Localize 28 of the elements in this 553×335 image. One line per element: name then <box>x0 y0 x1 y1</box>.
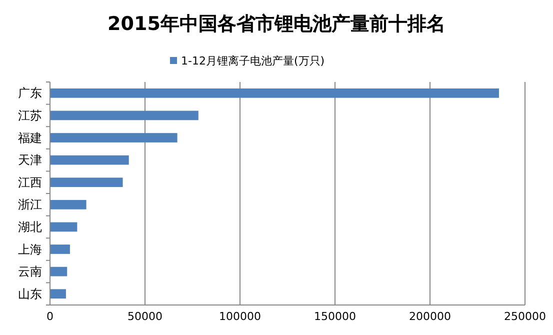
bar <box>50 222 78 232</box>
y-tick-label: 江西 <box>18 175 42 190</box>
x-tick-label: 50000 <box>128 310 162 323</box>
y-tick-label: 天津 <box>18 153 42 168</box>
bar <box>50 110 198 120</box>
x-tick-label: 0 <box>46 310 54 323</box>
y-tick-label: 湖北 <box>18 220 42 234</box>
bar <box>50 244 70 254</box>
y-tick-label: 上海 <box>18 242 42 256</box>
y-tick-label: 山东 <box>18 286 42 301</box>
y-tick-label: 浙江 <box>18 198 42 212</box>
bar <box>50 200 86 210</box>
chart-title: 2015年中国各省市锂电池产量前十排名 <box>108 13 446 35</box>
bar <box>50 289 66 299</box>
bar <box>50 133 178 142</box>
x-tick-label: 200000 <box>409 310 451 323</box>
x-tick-label: 150000 <box>314 310 356 323</box>
bar <box>50 266 68 276</box>
x-tick-label: 250000 <box>504 310 546 323</box>
bar <box>50 178 123 188</box>
y-tick-label: 江苏 <box>18 108 42 122</box>
bar <box>50 155 129 165</box>
y-tick-label: 广东 <box>18 86 42 100</box>
y-tick-label: 福建 <box>18 130 42 145</box>
bar <box>50 88 499 98</box>
y-tick-label: 云南 <box>18 264 42 279</box>
x-tick-label: 100000 <box>219 310 261 323</box>
legend-label: 1-12月锂离子电池产量(万只) <box>181 54 325 68</box>
